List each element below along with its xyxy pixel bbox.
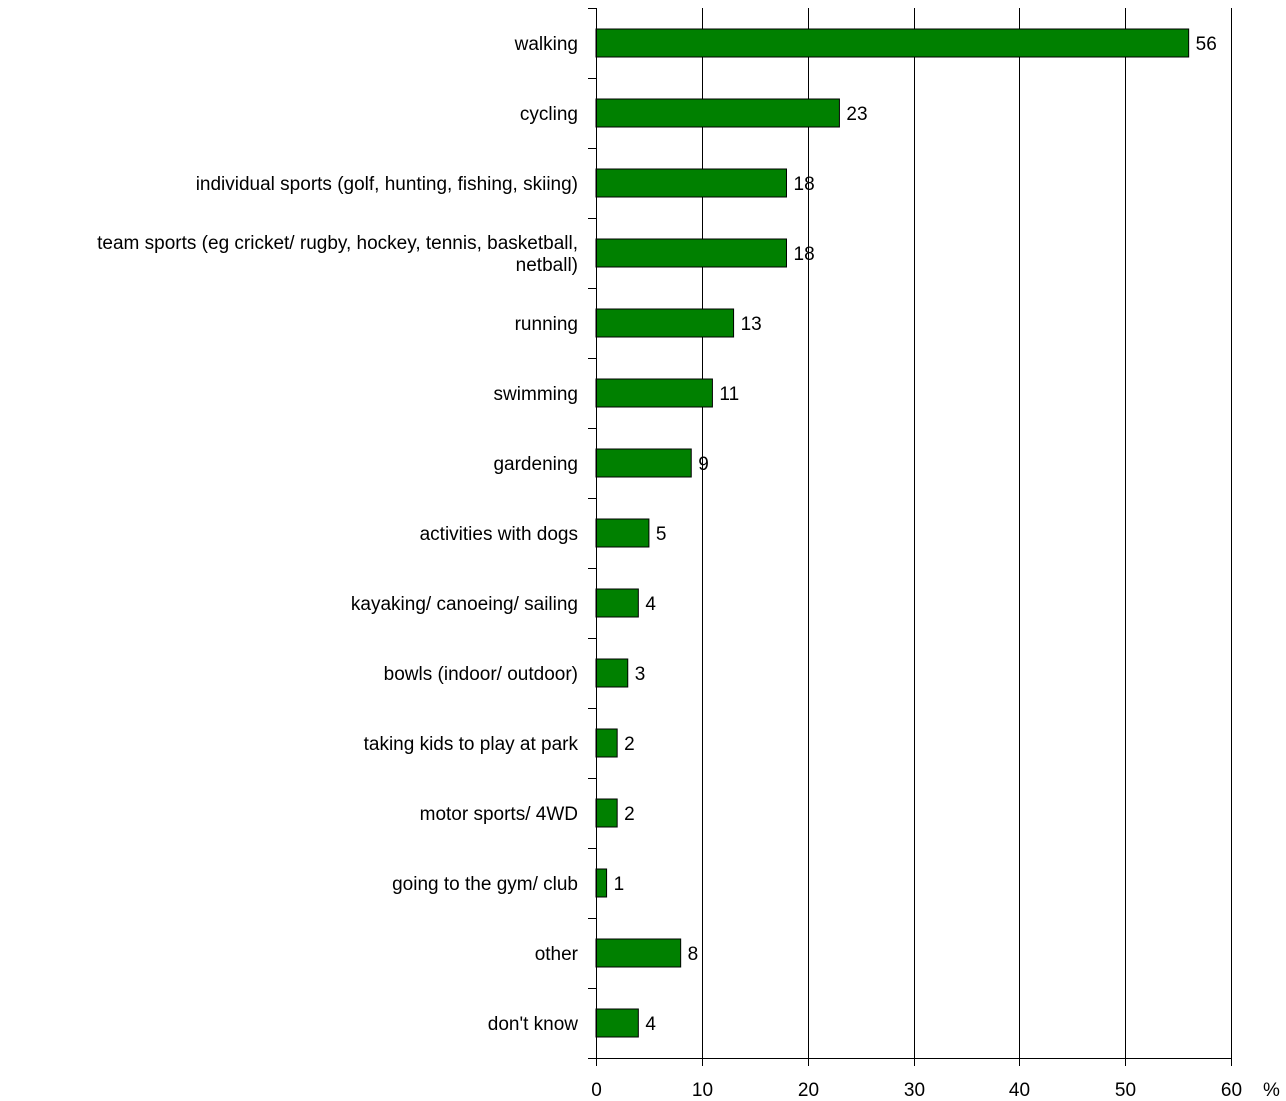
category-label-0: walking [514,34,578,55]
x-tick-label-10: 10 [692,1080,713,1101]
data-label-3: 18 [794,244,815,265]
category-label-1: cycling [520,104,578,125]
category-label-7: activities with dogs [420,524,578,545]
category-label-8: kayaking/ canoeing/ sailing [351,594,578,615]
bar-2 [595,168,787,198]
bar-7 [595,518,650,548]
category-label-3-line-1: netball) [516,255,578,276]
data-label-14: 4 [645,1014,656,1035]
bar-4 [595,308,735,338]
bars [595,28,1190,1038]
category-label-14: don't know [488,1014,579,1035]
category-label-4: running [515,314,578,335]
data-label-13: 8 [688,944,699,965]
category-label-12: going to the gym/ club [392,874,578,895]
data-label-5: 11 [719,384,739,405]
bar-5 [595,378,713,408]
data-label-12: 1 [614,874,625,895]
x-unit-label: % [1263,1080,1280,1101]
data-label-7: 5 [656,524,667,545]
data-label-11: 2 [624,804,635,825]
category-label-9: bowls (indoor/ outdoor) [384,664,578,685]
grid-lines [702,8,1232,1058]
category-label-5: swimming [494,384,578,405]
data-label-10: 2 [624,734,635,755]
data-label-8: 4 [645,594,656,615]
data-label-6: 9 [698,454,709,475]
category-label-6: gardening [493,454,578,475]
bar-6 [595,448,692,478]
bar-9 [595,658,629,688]
x-tick-label-60: 60 [1221,1080,1242,1101]
bar-13 [595,938,682,968]
axes [588,8,1232,1066]
x-tick-label-30: 30 [904,1080,925,1101]
bar-14 [595,1008,639,1038]
x-tick-label-0: 0 [591,1080,602,1101]
data-label-2: 18 [794,174,815,195]
bar-10 [595,728,618,758]
data-label-0: 56 [1196,34,1217,55]
data-label-9: 3 [635,664,646,685]
bar-12 [595,868,608,898]
category-label-2: individual sports (golf, hunting, fishin… [196,174,578,195]
x-tick-label-20: 20 [798,1080,819,1101]
bar-11 [595,798,618,828]
bar-8 [595,588,639,618]
category-label-13: other [535,944,579,965]
data-label-4: 13 [741,314,762,335]
x-tick-label-50: 50 [1115,1080,1136,1101]
bar-3 [595,238,787,268]
data-label-1: 23 [846,104,867,125]
category-label-10: taking kids to play at park [364,734,579,755]
bar-1 [595,98,840,128]
x-tick-label-40: 40 [1009,1080,1030,1101]
category-label-3-line-0: team sports (eg cricket/ rugby, hockey, … [97,233,578,254]
bar-0 [595,28,1190,58]
category-label-11: motor sports/ 4WD [420,804,578,825]
